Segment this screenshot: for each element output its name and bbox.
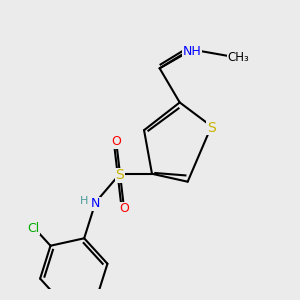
Text: O: O xyxy=(119,202,129,215)
Text: O: O xyxy=(111,135,121,148)
Text: N: N xyxy=(91,197,100,210)
Text: Cl: Cl xyxy=(27,222,39,235)
Text: S: S xyxy=(207,121,216,135)
Text: O: O xyxy=(185,45,195,58)
Text: NH: NH xyxy=(183,45,202,58)
Text: H: H xyxy=(80,196,88,206)
Text: S: S xyxy=(116,168,124,182)
Text: CH₃: CH₃ xyxy=(227,51,249,64)
